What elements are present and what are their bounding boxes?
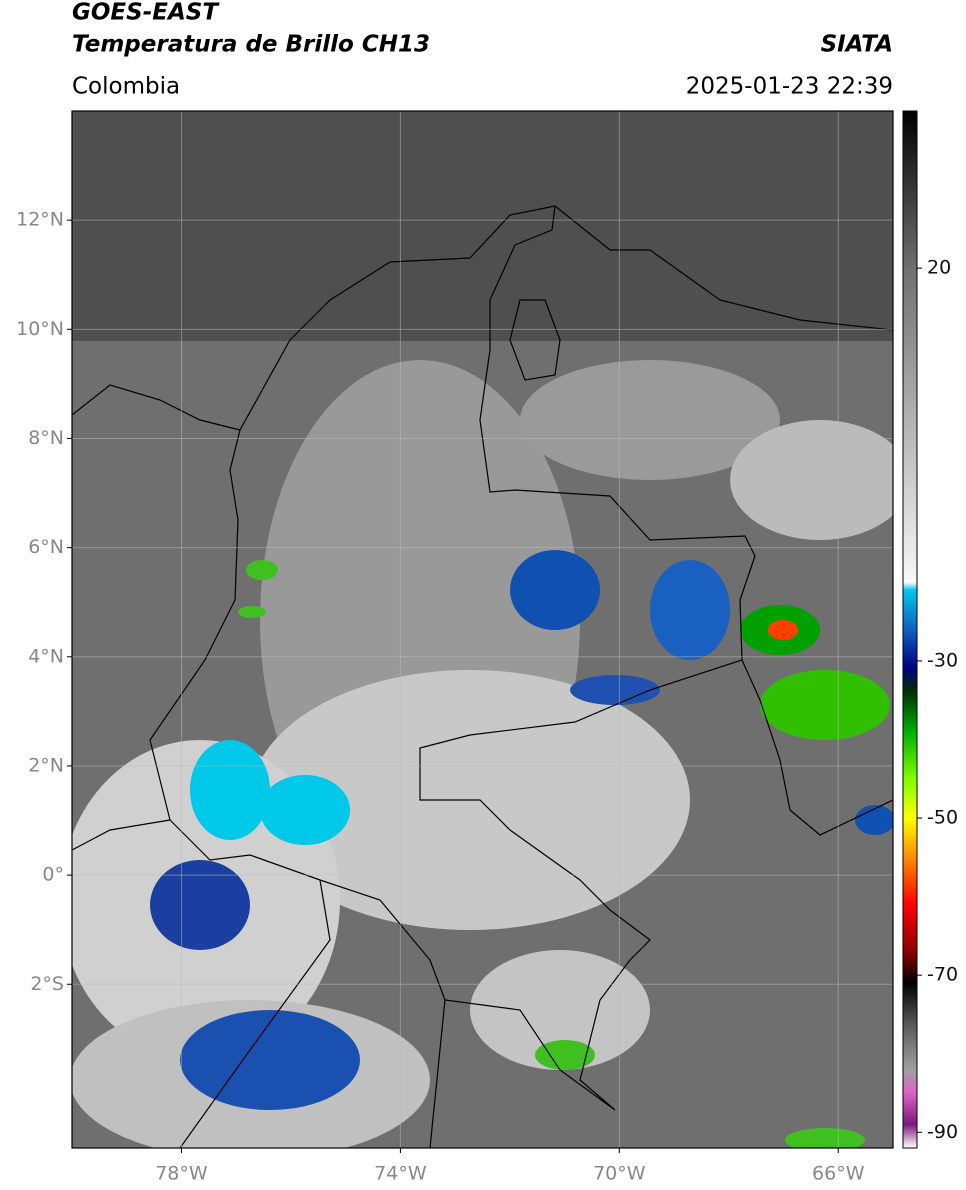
- lon-tick-label: 70°W: [593, 1163, 646, 1185]
- cold-cloud: [180, 1010, 360, 1110]
- ecuador-peru-border: [72, 819, 446, 1148]
- colorbar-tick-label: 20: [927, 257, 951, 279]
- cold-cloud: [785, 1128, 865, 1148]
- brazil-border: [741, 659, 893, 836]
- colorbar-tick-label: -90: [927, 1121, 958, 1143]
- region: Colombia: [72, 74, 180, 100]
- lat-tick-label: 10°N: [16, 318, 64, 340]
- lat-tick-label: 4°N: [28, 645, 64, 667]
- colorbar: [902, 110, 918, 1149]
- cold-cloud: [768, 620, 798, 640]
- lon-tick-label: 78°W: [155, 1163, 208, 1185]
- venezuela-coast: [554, 205, 893, 331]
- cold-cloud: [150, 860, 250, 950]
- graticule: [72, 111, 893, 1148]
- cold-cloud: [260, 775, 350, 845]
- cold-cloud: [190, 740, 270, 840]
- colorbar-tick-label: -70: [927, 964, 958, 986]
- map-frame: [71, 110, 894, 1149]
- cold-cloud: [855, 805, 893, 835]
- cold-cloud: [238, 606, 266, 618]
- subtitle: Temperatura de Brillo CH13: [72, 32, 430, 58]
- lon-tick-label: 66°W: [812, 1163, 865, 1185]
- satellite-image: [72, 111, 893, 1148]
- source: SIATA: [821, 32, 893, 58]
- lat-tick-label: 0°: [42, 864, 64, 886]
- cloud-area: [470, 950, 650, 1070]
- lat-tick-label: 6°N: [28, 536, 64, 558]
- lat-tick-label: 2°S: [30, 973, 64, 995]
- cold-cloud: [760, 670, 890, 740]
- cold-cloud: [570, 675, 660, 705]
- cold-cloud: [650, 560, 730, 660]
- title: GOES-EAST: [72, 0, 220, 26]
- colorbar-tick-label: -30: [927, 649, 958, 671]
- lat-tick-label: 8°N: [28, 427, 64, 449]
- central-america-coast: [72, 384, 241, 431]
- lake-maracaibo: [509, 299, 561, 381]
- cloud-area: [520, 360, 780, 480]
- cloud-area: [730, 420, 893, 540]
- colombia-border: [149, 205, 756, 1111]
- dark-sea-area: [72, 111, 893, 341]
- lat-tick-label: 12°N: [16, 209, 64, 231]
- lat-tick-label: 2°N: [28, 754, 64, 776]
- cold-cloud: [246, 560, 278, 580]
- cold-cloud: [535, 1040, 595, 1070]
- lon-tick-label: 74°W: [374, 1163, 427, 1185]
- timestamp: 2025-01-23 22:39: [686, 74, 893, 100]
- colorbar-tick-label: -50: [927, 807, 958, 829]
- cold-cloud: [510, 550, 600, 630]
